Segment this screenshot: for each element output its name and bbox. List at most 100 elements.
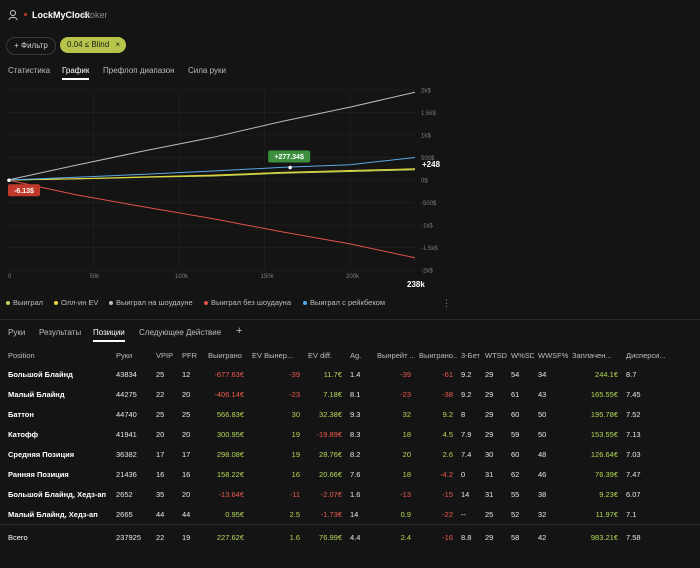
table-cell: 76.39€ [595, 469, 618, 479]
table-cell: 0.9 [400, 509, 411, 519]
column-header[interactable]: WTSD [485, 350, 507, 360]
x-tick-label: 50k [90, 274, 101, 280]
table-cell: 195.78€ [590, 409, 618, 419]
table-cell: -39 [400, 369, 411, 379]
legend-dot [6, 301, 10, 306]
column-header[interactable]: PFR [182, 350, 197, 360]
table-row[interactable]: Средняя Позиция 36382 17 17 298.08€ 19 28.76€ 8… [0, 444, 700, 464]
table-cell: 0 [461, 469, 466, 479]
table-row[interactable]: Катофф 41941 20 20 300.95€ 19 -19.89€ 8.3 18 4.5 7… [0, 424, 700, 444]
tab-preflop-range[interactable]: Префлоп диапазон [103, 66, 175, 75]
table-cell: 43 [538, 389, 547, 399]
column-header[interactable]: Заплачен... [572, 350, 612, 360]
table-cell: 7.4 [461, 449, 472, 459]
tab-results[interactable]: Результаты [39, 328, 82, 337]
x-tick-label: 150k [261, 274, 275, 280]
x-tick-label: 0 [8, 274, 12, 280]
table-cell: -16 [415, 524, 457, 549]
legend-item-won-nonshowdown[interactable]: Выиграл без шоудауна [204, 298, 291, 307]
tab-stats[interactable]: Статистика [8, 66, 51, 75]
table-cell: 4.5 [442, 429, 453, 439]
table-cell: 8.8 [457, 524, 481, 549]
table-cell: 7.13 [626, 429, 641, 439]
table-cell: 11.7€ [323, 369, 342, 379]
table-cell: -13 [400, 489, 411, 499]
annotation-label: +277.34$ [274, 154, 303, 161]
table-cell: 9.2 [442, 409, 453, 419]
table-row[interactable]: Ранняя Позиция 21436 16 16 158.22€ 16 20.66€ 7.… [0, 464, 700, 484]
legend-dot [109, 301, 113, 306]
table-cell: 32.38€ [319, 409, 342, 419]
y-tick-label: 0$ [421, 179, 428, 185]
legend-item-allin-ev[interactable]: Олл-ин EV [54, 298, 98, 307]
positions-table: Position Руки VPIP PFR Выиграно EV Вынер... EV… [0, 346, 700, 549]
table-cell: 25 [485, 509, 494, 519]
table-total-row[interactable]: Всего 237925 22 19 227.62€ 1.6 76.99€ 4.4 2.4 -16… [0, 524, 700, 549]
table-cell: 61 [511, 389, 520, 399]
more-options-icon[interactable]: ⋮ [442, 298, 451, 308]
position-name: Ранняя Позиция [8, 469, 69, 479]
add-tab-button[interactable]: + [236, 325, 243, 337]
series-line [7, 91, 416, 181]
column-header[interactable]: Выиграно [208, 350, 242, 360]
table-row[interactable]: Малый Блайнд, Хедз-ап 2665 44 44 0.95€ 2.5 -1.… [0, 504, 700, 525]
table-cell: -2.07€ [320, 489, 342, 499]
table-cell: -38 [442, 389, 453, 399]
close-icon[interactable]: × [115, 40, 120, 49]
table-cell: 2.4 [373, 524, 415, 549]
table-cell: -11 [289, 489, 300, 499]
table-cell: -61 [442, 369, 453, 379]
annotation-badge [268, 150, 311, 163]
x-tick-label: 100k [175, 274, 189, 280]
tab-hand-strength[interactable]: Сила руки [188, 66, 226, 75]
tab-hands[interactable]: Руки [8, 328, 26, 337]
table-cell: 17 [156, 449, 165, 459]
legend-label: Выиграл без шоудауна [211, 298, 291, 307]
table-cell: 60 [511, 409, 520, 419]
table-cell: 29 [481, 524, 507, 549]
column-header[interactable]: EV diff. [308, 350, 333, 360]
column-header[interactable]: Position [8, 350, 35, 360]
table-row[interactable]: Большой Блайнд 43834 25 12 -677.63€ -39 11.7€ 1… [0, 364, 700, 384]
legend-label: Выиграл на шоудауне [116, 298, 193, 307]
table-row[interactable]: Большой Блайнд, Хедз-ап 2652 35 20 -13.64€ -1… [0, 484, 700, 504]
table-cell: 21436 [116, 469, 137, 479]
table-cell: 9.2 [461, 369, 472, 379]
table-cell: 7.47 [626, 469, 641, 479]
filter-chip[interactable]: 0.04 ≤ Blind × [60, 37, 126, 53]
column-header[interactable]: W%SD [511, 350, 534, 360]
table-cell: -23 [400, 389, 411, 399]
column-header[interactable]: Вынрейт ... [377, 350, 415, 360]
tab-next-action[interactable]: Следующее Действие [139, 328, 222, 337]
annotation-badge [8, 184, 40, 197]
table-cell: 31 [485, 489, 494, 499]
table-cell: -39 [289, 369, 300, 379]
column-header[interactable]: 3-Бет [461, 350, 480, 360]
column-header[interactable]: VPIP [156, 350, 174, 360]
column-header[interactable]: WWSF% [538, 350, 568, 360]
column-header[interactable]: Выиграно... [419, 350, 457, 360]
add-filter-button[interactable]: + Фильтр [6, 37, 56, 55]
table-cell: 43834 [116, 369, 137, 379]
table-cell: 983.21€ [568, 524, 622, 549]
table-cell: 18 [402, 429, 411, 439]
column-header[interactable]: Дисперси... [626, 350, 666, 360]
table-row[interactable]: Баттон 44740 25 25 566.83€ 30 32.38€ 9.3 32 9.2 8 2… [0, 404, 700, 424]
y-tick-label: 1.5k$ [421, 111, 436, 117]
tab-positions[interactable]: Позиции [93, 328, 125, 342]
legend-item-won-showdown[interactable]: Выиграл на шоудауне [109, 298, 193, 307]
table-row[interactable]: Малый Блайнд 44275 22 20 -406.14€ -23 7.18€ 8.1… [0, 384, 700, 404]
table-cell: 165.55€ [590, 389, 618, 399]
column-header[interactable]: Ag. [350, 350, 362, 360]
highlight-point [7, 178, 11, 183]
table-cell: 8.1 [350, 389, 361, 399]
legend-item-won[interactable]: Выиграл [6, 298, 43, 307]
user-icon[interactable] [8, 9, 20, 21]
table-cell: 32 [538, 509, 547, 519]
column-header[interactable]: EV Вынер... [252, 350, 294, 360]
legend-item-won-rakeback[interactable]: Выиграл с рейкбеком [303, 298, 385, 307]
table-header-row: Position Руки VPIP PFR Выиграно EV Вынер... EV… [0, 346, 700, 364]
column-header[interactable]: Руки [116, 350, 133, 360]
table-cell: 19 [291, 429, 300, 439]
tab-graph[interactable]: График [62, 66, 90, 80]
